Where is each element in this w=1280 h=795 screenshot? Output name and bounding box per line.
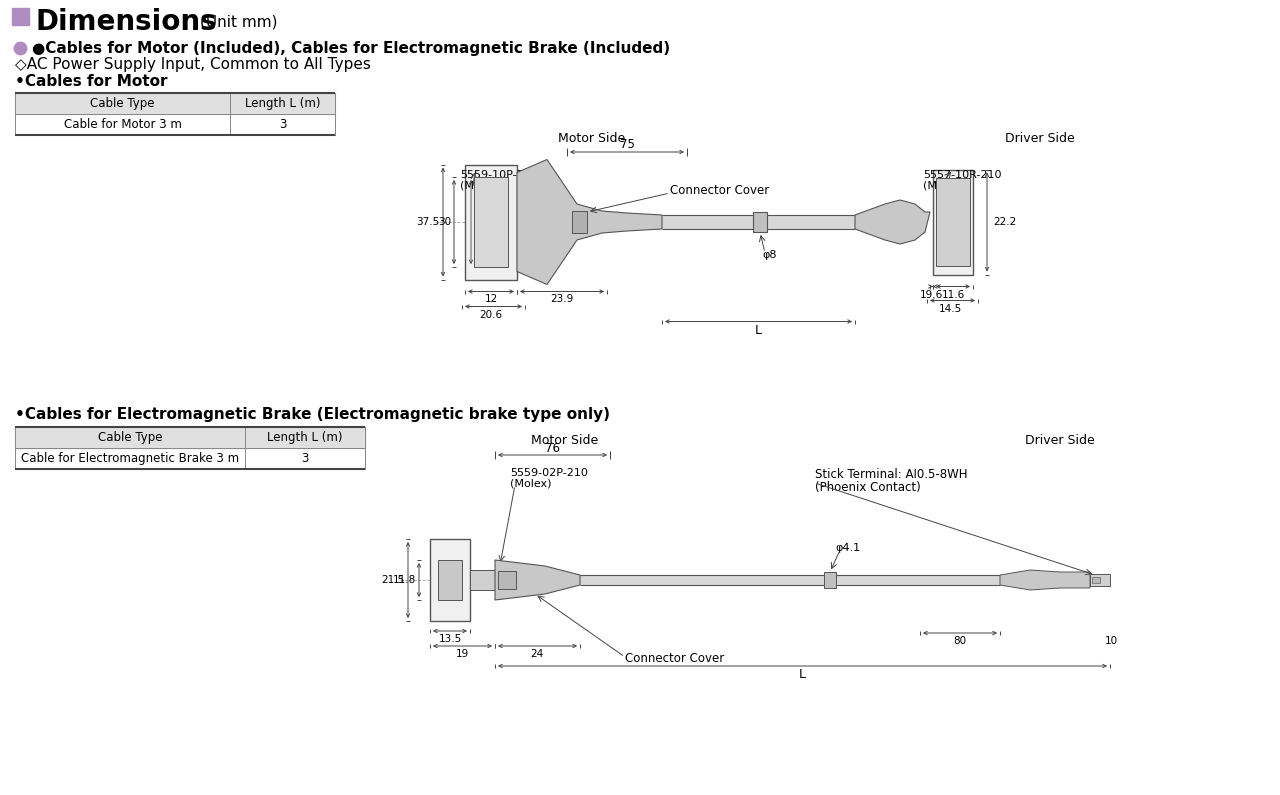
Bar — [1092, 577, 1100, 583]
Text: (Phoenix Contact): (Phoenix Contact) — [815, 480, 920, 494]
Bar — [244, 427, 365, 448]
Text: Length L (m): Length L (m) — [244, 97, 320, 110]
Bar — [15, 427, 365, 448]
Text: 20.6: 20.6 — [480, 309, 503, 320]
Text: 19: 19 — [456, 649, 470, 659]
Text: Connector Cover: Connector Cover — [669, 184, 769, 196]
Polygon shape — [855, 200, 931, 244]
Text: 19.6: 19.6 — [920, 289, 943, 300]
Text: (Molex): (Molex) — [923, 181, 965, 191]
Bar — [15, 93, 335, 114]
Bar — [15, 448, 365, 469]
Bar — [580, 575, 1000, 585]
Bar — [498, 571, 516, 589]
Text: 21.5: 21.5 — [380, 575, 404, 585]
Text: 23.9: 23.9 — [550, 294, 573, 304]
Bar — [15, 114, 335, 135]
Text: 24.3: 24.3 — [475, 217, 497, 227]
Text: Motor Side: Motor Side — [558, 131, 626, 145]
Text: Driver Side: Driver Side — [1005, 131, 1075, 145]
Text: Length L (m): Length L (m) — [268, 431, 343, 444]
Polygon shape — [1000, 570, 1091, 590]
Text: Connector Cover: Connector Cover — [625, 653, 724, 665]
Text: ●Cables for Motor (Included), Cables for Electromagnetic Brake (Included): ●Cables for Motor (Included), Cables for… — [32, 41, 671, 56]
Text: 3: 3 — [301, 452, 308, 465]
Text: Cable Type: Cable Type — [97, 431, 163, 444]
Bar — [465, 165, 517, 280]
Bar — [15, 427, 365, 448]
Bar — [430, 539, 470, 621]
Text: (Molex): (Molex) — [460, 181, 502, 191]
Text: Cable for Motor 3 m: Cable for Motor 3 m — [64, 118, 182, 131]
Bar — [662, 215, 855, 229]
Text: φ8: φ8 — [762, 250, 777, 260]
Bar — [1091, 574, 1110, 586]
Text: 37.5: 37.5 — [416, 217, 439, 227]
Bar — [230, 93, 335, 114]
Text: Dimensions: Dimensions — [35, 8, 216, 36]
Polygon shape — [495, 560, 580, 600]
Text: •Cables for Electromagnetic Brake (Electromagnetic brake type only): •Cables for Electromagnetic Brake (Elect… — [15, 408, 611, 422]
Text: 80: 80 — [954, 636, 966, 646]
Text: 11.6: 11.6 — [941, 289, 965, 300]
Text: 3: 3 — [279, 118, 287, 131]
Text: 11.8: 11.8 — [393, 575, 416, 585]
Bar — [230, 114, 335, 135]
Bar — [936, 178, 970, 266]
Bar — [470, 570, 495, 590]
Text: 12: 12 — [484, 294, 498, 304]
Bar — [12, 8, 29, 25]
Text: 75: 75 — [620, 138, 635, 152]
Text: 5559-02P-210: 5559-02P-210 — [509, 468, 588, 478]
Text: 10: 10 — [1105, 636, 1119, 646]
Bar — [15, 93, 335, 114]
Bar — [438, 560, 462, 600]
Bar — [474, 177, 508, 267]
Text: 22.2: 22.2 — [993, 217, 1016, 227]
Text: L: L — [755, 324, 762, 337]
Text: Motor Side: Motor Side — [531, 433, 599, 447]
Text: Cable for Electromagnetic Brake 3 m: Cable for Electromagnetic Brake 3 m — [20, 452, 239, 465]
Text: 76: 76 — [545, 441, 561, 455]
Text: 30: 30 — [438, 217, 451, 227]
Text: Driver Side: Driver Side — [1025, 433, 1094, 447]
Text: 13.5: 13.5 — [438, 634, 462, 644]
Bar — [244, 448, 365, 469]
Text: Cable Type: Cable Type — [91, 97, 155, 110]
Text: L: L — [799, 669, 806, 681]
Polygon shape — [517, 160, 662, 285]
Bar — [824, 572, 836, 588]
Text: ◇AC Power Supply Input, Common to All Types: ◇AC Power Supply Input, Common to All Ty… — [15, 57, 371, 72]
Text: 24: 24 — [530, 649, 544, 659]
Text: 14.5: 14.5 — [938, 304, 961, 313]
Text: (Molex): (Molex) — [509, 479, 552, 489]
Bar — [933, 169, 973, 274]
Text: 5557-10R-210: 5557-10R-210 — [923, 170, 1001, 180]
Bar — [753, 212, 767, 232]
Bar — [572, 211, 588, 233]
Text: Stick Terminal: AI0.5-8WH: Stick Terminal: AI0.5-8WH — [815, 468, 968, 482]
Text: φ4.1: φ4.1 — [835, 543, 860, 553]
Text: 5559-10P-210: 5559-10P-210 — [460, 170, 538, 180]
Text: (Unit mm): (Unit mm) — [200, 14, 278, 29]
Text: •Cables for Motor: •Cables for Motor — [15, 75, 168, 90]
